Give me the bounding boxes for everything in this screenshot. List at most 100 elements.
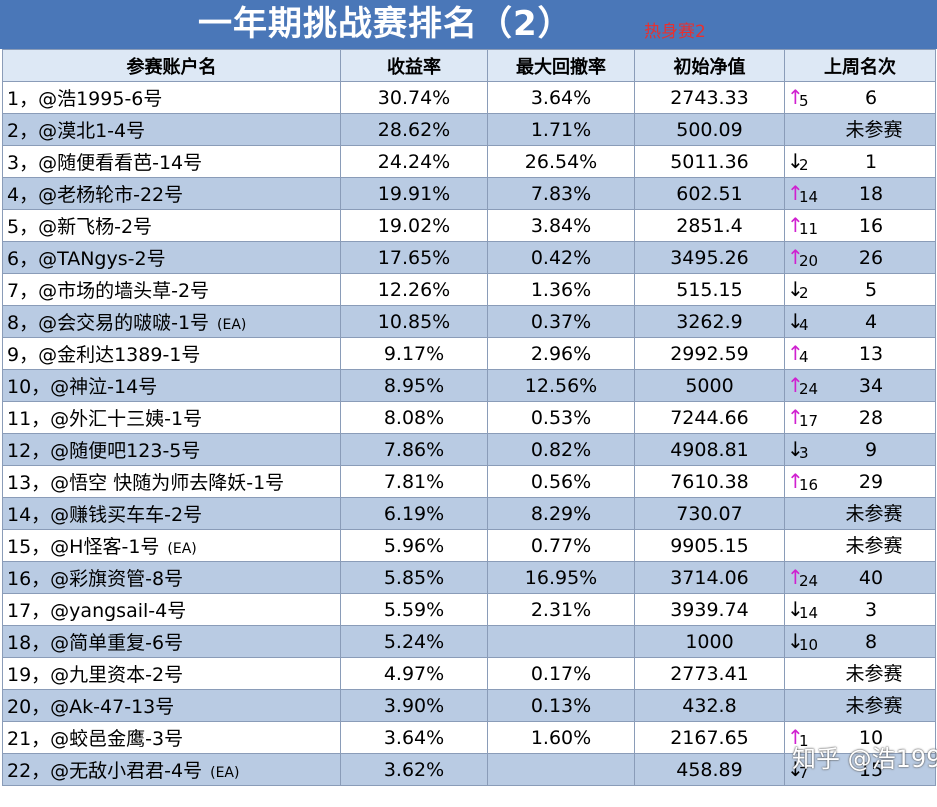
account-name: 11，@外汇十三姨-1号 — [7, 408, 203, 430]
cell-return: 5.59% — [340, 593, 488, 626]
account-name: 2，@漠北1-4号 — [7, 120, 146, 142]
account-name: 6，@TANgys-2号 — [7, 248, 166, 270]
cell-nav: 3714.06 — [634, 561, 785, 594]
arrow-down-icon: ↓ — [787, 149, 804, 173]
header-return: 收益率 — [340, 49, 488, 82]
cell-account-name: 21，@蛟邑金鹰-3号 — [2, 721, 341, 754]
table-row: 11，@外汇十三姨-1号 8.08% 0.53% 7244.66 ↑ 17 28 — [2, 401, 936, 434]
header-nav: 初始净值 — [634, 49, 785, 82]
prev-rank: 13 — [858, 343, 884, 365]
cell-nav: 1000 — [634, 625, 785, 658]
cell-return: 4.97% — [340, 657, 488, 690]
account-name: 4，@老杨轮市-22号 — [7, 184, 184, 206]
cell-nav: 2743.33 — [634, 81, 785, 114]
cell-nav: 2851.4 — [634, 209, 785, 242]
cell-last-week-rank: ↑ 5 6 — [784, 81, 936, 114]
arrow-down-icon: ↓ — [787, 437, 804, 461]
arrow-up-icon: ↑ — [787, 725, 804, 749]
cell-last-week-rank: ↑ 24 34 — [784, 369, 936, 402]
account-name: 3，@随便看看芭-14号 — [7, 152, 203, 174]
cell-last-week-rank: ↓ 7 15 — [784, 753, 936, 786]
account-name: 18，@简单重复-6号 — [7, 632, 184, 654]
cell-return: 5.24% — [340, 625, 488, 658]
rank-change: 5 — [799, 92, 809, 110]
cell-nav: 432.8 — [634, 689, 785, 722]
table-row: 15，@H怪客-1号 (EA) 5.96% 0.77% 9905.15 未参赛 — [2, 529, 936, 562]
cell-account-name: 11，@外汇十三姨-1号 — [2, 401, 341, 434]
rank-change: 16 — [799, 476, 819, 494]
arrow-up-icon: ↑ — [787, 341, 804, 365]
prev-rank: 10 — [858, 727, 884, 749]
prev-rank: 1 — [864, 151, 878, 173]
account-name: 7，@市场的墙头草-2号 — [7, 280, 210, 302]
account-name: 5，@新飞杨-2号 — [7, 216, 153, 238]
table-row: 13，@悟空 快随为师去降妖-1号 7.81% 0.56% 7610.38 ↑ 16 29 — [2, 465, 936, 498]
arrow-up-icon: ↑ — [787, 213, 804, 237]
account-name: 14，@赚钱买车车-2号 — [7, 504, 203, 526]
cell-account-name: 15，@H怪客-1号 (EA) — [2, 529, 341, 562]
watermark: 知乎 @浩1995 — [792, 745, 937, 773]
cell-last-week-rank: ↑ 14 18 — [784, 177, 936, 210]
cell-return: 5.96% — [340, 529, 488, 562]
prev-rank: 15 — [858, 759, 884, 781]
arrow-up-icon: ↑ — [787, 85, 804, 109]
table-row: 10，@神泣-14号 8.95% 12.56% 5000 ↑ 24 34 — [2, 369, 936, 402]
cell-return: 12.26% — [340, 273, 488, 306]
account-name: 21，@蛟邑金鹰-3号 — [7, 728, 184, 750]
cell-drawdown — [487, 625, 635, 658]
cell-account-name: 3，@随便看看芭-14号 — [2, 145, 341, 178]
account-name: 9，@金利达1389-1号 — [7, 344, 201, 366]
cell-drawdown: 0.17% — [487, 657, 635, 690]
arrow-down-icon: ↓ — [787, 757, 804, 781]
arrow-down-icon: ↓ — [787, 629, 804, 653]
cell-drawdown: 3.84% — [487, 209, 635, 242]
cell-last-week-rank: 未参赛 — [784, 689, 936, 722]
ranking-table: 参赛账户名 收益率 最大回撤率 初始净值 上周名次 1，@浩1995-6号 30.… — [2, 49, 936, 786]
table-body: 1，@浩1995-6号 30.74% 3.64% 2743.33 ↑ 5 6 2，@漠北1-4… — [2, 81, 936, 786]
cell-return: 6.19% — [340, 497, 488, 530]
prev-rank: 5 — [864, 279, 878, 301]
cell-drawdown — [487, 753, 635, 786]
rank-change: 1 — [799, 732, 809, 750]
cell-drawdown: 1.60% — [487, 721, 635, 754]
cell-last-week-rank: ↓ 2 1 — [784, 145, 936, 178]
cell-return: 28.62% — [340, 113, 488, 146]
cell-last-week-rank: ↑ 20 26 — [784, 241, 936, 274]
table-row: 9，@金利达1389-1号 9.17% 2.96% 2992.59 ↑ 4 13 — [2, 337, 936, 370]
cell-drawdown: 0.53% — [487, 401, 635, 434]
cell-last-week-rank: ↑ 11 16 — [784, 209, 936, 242]
rank-change: 14 — [799, 604, 819, 622]
header-account: 参赛账户名 — [2, 49, 341, 82]
arrow-down-icon: ↓ — [787, 309, 804, 333]
cell-last-week-rank: ↑ 1 10 — [784, 721, 936, 754]
cell-drawdown: 8.29% — [487, 497, 635, 530]
cell-last-week-rank: ↓ 14 3 — [784, 593, 936, 626]
arrow-up-icon: ↑ — [787, 373, 804, 397]
table-row: 21，@蛟邑金鹰-3号 3.64% 1.60% 2167.65 ↑ 1 10 — [2, 721, 936, 754]
prev-rank: 3 — [864, 599, 878, 621]
cell-return: 17.65% — [340, 241, 488, 274]
table-row: 20，@Ak-47-13号 3.90% 0.13% 432.8 未参赛 — [2, 689, 936, 722]
cell-last-week-rank: ↓ 10 8 — [784, 625, 936, 658]
cell-drawdown: 7.83% — [487, 177, 635, 210]
cell-nav: 2773.41 — [634, 657, 785, 690]
account-name: 16，@彩旗资管-8号 — [7, 568, 184, 590]
cell-last-week-rank: ↑ 17 28 — [784, 401, 936, 434]
header-last-week-rank: 上周名次 — [784, 49, 936, 82]
cell-drawdown: 2.31% — [487, 593, 635, 626]
prev-rank: 26 — [858, 247, 884, 269]
account-name: 12，@随便吧123-5号 — [7, 440, 201, 462]
cell-drawdown: 12.56% — [487, 369, 635, 402]
arrow-up-icon: ↑ — [787, 469, 804, 493]
prev-rank: 未参赛 — [845, 503, 903, 525]
cell-nav: 5000 — [634, 369, 785, 402]
cell-nav: 3939.74 — [634, 593, 785, 626]
rank-change: 3 — [799, 444, 809, 462]
cell-account-name: 9，@金利达1389-1号 — [2, 337, 341, 370]
table-row: 19，@九里资本-2号 4.97% 0.17% 2773.41 未参赛 — [2, 657, 936, 690]
arrow-down-icon: ↓ — [787, 597, 804, 621]
cell-return: 8.95% — [340, 369, 488, 402]
cell-nav: 500.09 — [634, 113, 785, 146]
cell-drawdown: 1.36% — [487, 273, 635, 306]
ea-tag: (EA) — [217, 317, 247, 333]
